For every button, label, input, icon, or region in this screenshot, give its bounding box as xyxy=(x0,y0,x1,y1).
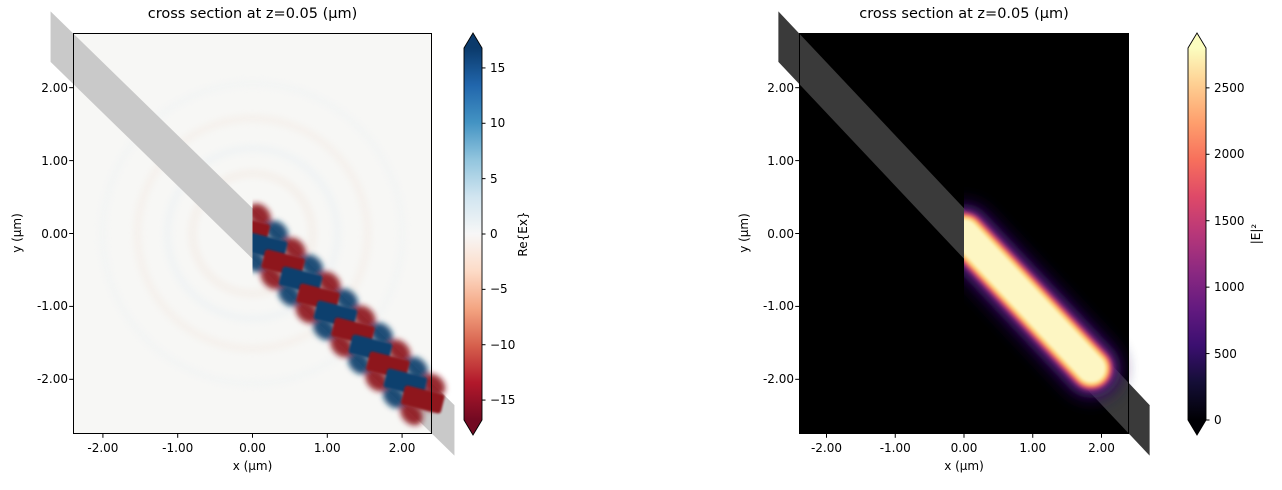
x-tick-label: 0.00 xyxy=(950,441,978,455)
y-tick-label: -2.00 xyxy=(36,372,68,387)
colorbar-tick-label: 0 xyxy=(1214,413,1222,427)
y-tick-label: -1.00 xyxy=(36,299,68,314)
heatmap-image xyxy=(50,11,455,456)
heatmap-e2 xyxy=(778,11,1150,456)
x-tick-label: 1.00 xyxy=(313,441,341,455)
colorbar-tick-label: 15 xyxy=(490,60,506,75)
x-axis-label: x (μm) xyxy=(944,459,984,473)
x-tick-label: -1.00 xyxy=(879,441,911,455)
x-tick-label: 1.00 xyxy=(1019,441,1047,455)
colorbar-image xyxy=(463,32,486,436)
colorbar-tick-label: 10 xyxy=(490,116,506,131)
y-tick-label: -2.00 xyxy=(762,372,794,387)
y-tick-label: 1.00 xyxy=(767,153,794,168)
colorbar-tick-label: 1500 xyxy=(1214,213,1245,228)
colorbar-tick-label: 5 xyxy=(490,171,498,186)
colorbar-tick-label: 1000 xyxy=(1214,280,1245,295)
x-tick-label: -2.00 xyxy=(87,441,119,455)
colorbar-re-ex xyxy=(463,31,490,441)
x-tick-label: -2.00 xyxy=(810,441,843,455)
x-tick-label: 2.00 xyxy=(1088,441,1115,455)
colorbar-tick-label: 2500 xyxy=(1214,80,1245,95)
colorbar-tick-label: 0 xyxy=(490,227,498,241)
colorbar-tick-label: −5 xyxy=(490,282,508,297)
colorbar-tick-label: 2000 xyxy=(1214,147,1245,162)
x-axis-label: x (μm) xyxy=(232,459,273,473)
y-tick-label: 0.00 xyxy=(767,226,794,241)
x-tick-label: 0.00 xyxy=(239,441,266,455)
y-tick-label: 0.00 xyxy=(41,226,68,241)
colorbar-tick-label: −15 xyxy=(490,393,516,408)
y-tick-label: -1.00 xyxy=(762,299,794,314)
plot-title: cross section at z=0.05 (μm) xyxy=(147,6,358,22)
colorbar-tick-label: 500 xyxy=(1214,346,1237,361)
colorbar-e2 xyxy=(1187,31,1214,441)
colorbar-image xyxy=(1187,32,1210,436)
x-tick-label: 2.00 xyxy=(388,441,416,455)
x-tick-label: -1.00 xyxy=(162,441,194,455)
plot-title: cross section at z=0.05 (μm) xyxy=(859,6,1069,22)
y-tick-label: 2.00 xyxy=(41,80,68,95)
heatmap-image xyxy=(778,11,1150,456)
y-tick-label: 1.00 xyxy=(41,153,68,168)
colorbar-tick-label: −10 xyxy=(490,337,516,352)
y-tick-label: 2.00 xyxy=(767,80,794,95)
heatmap-re-ex xyxy=(50,11,455,456)
colorbar-label: Re{Ex} xyxy=(516,211,530,257)
colorbar-label: |E|² xyxy=(1249,223,1263,245)
